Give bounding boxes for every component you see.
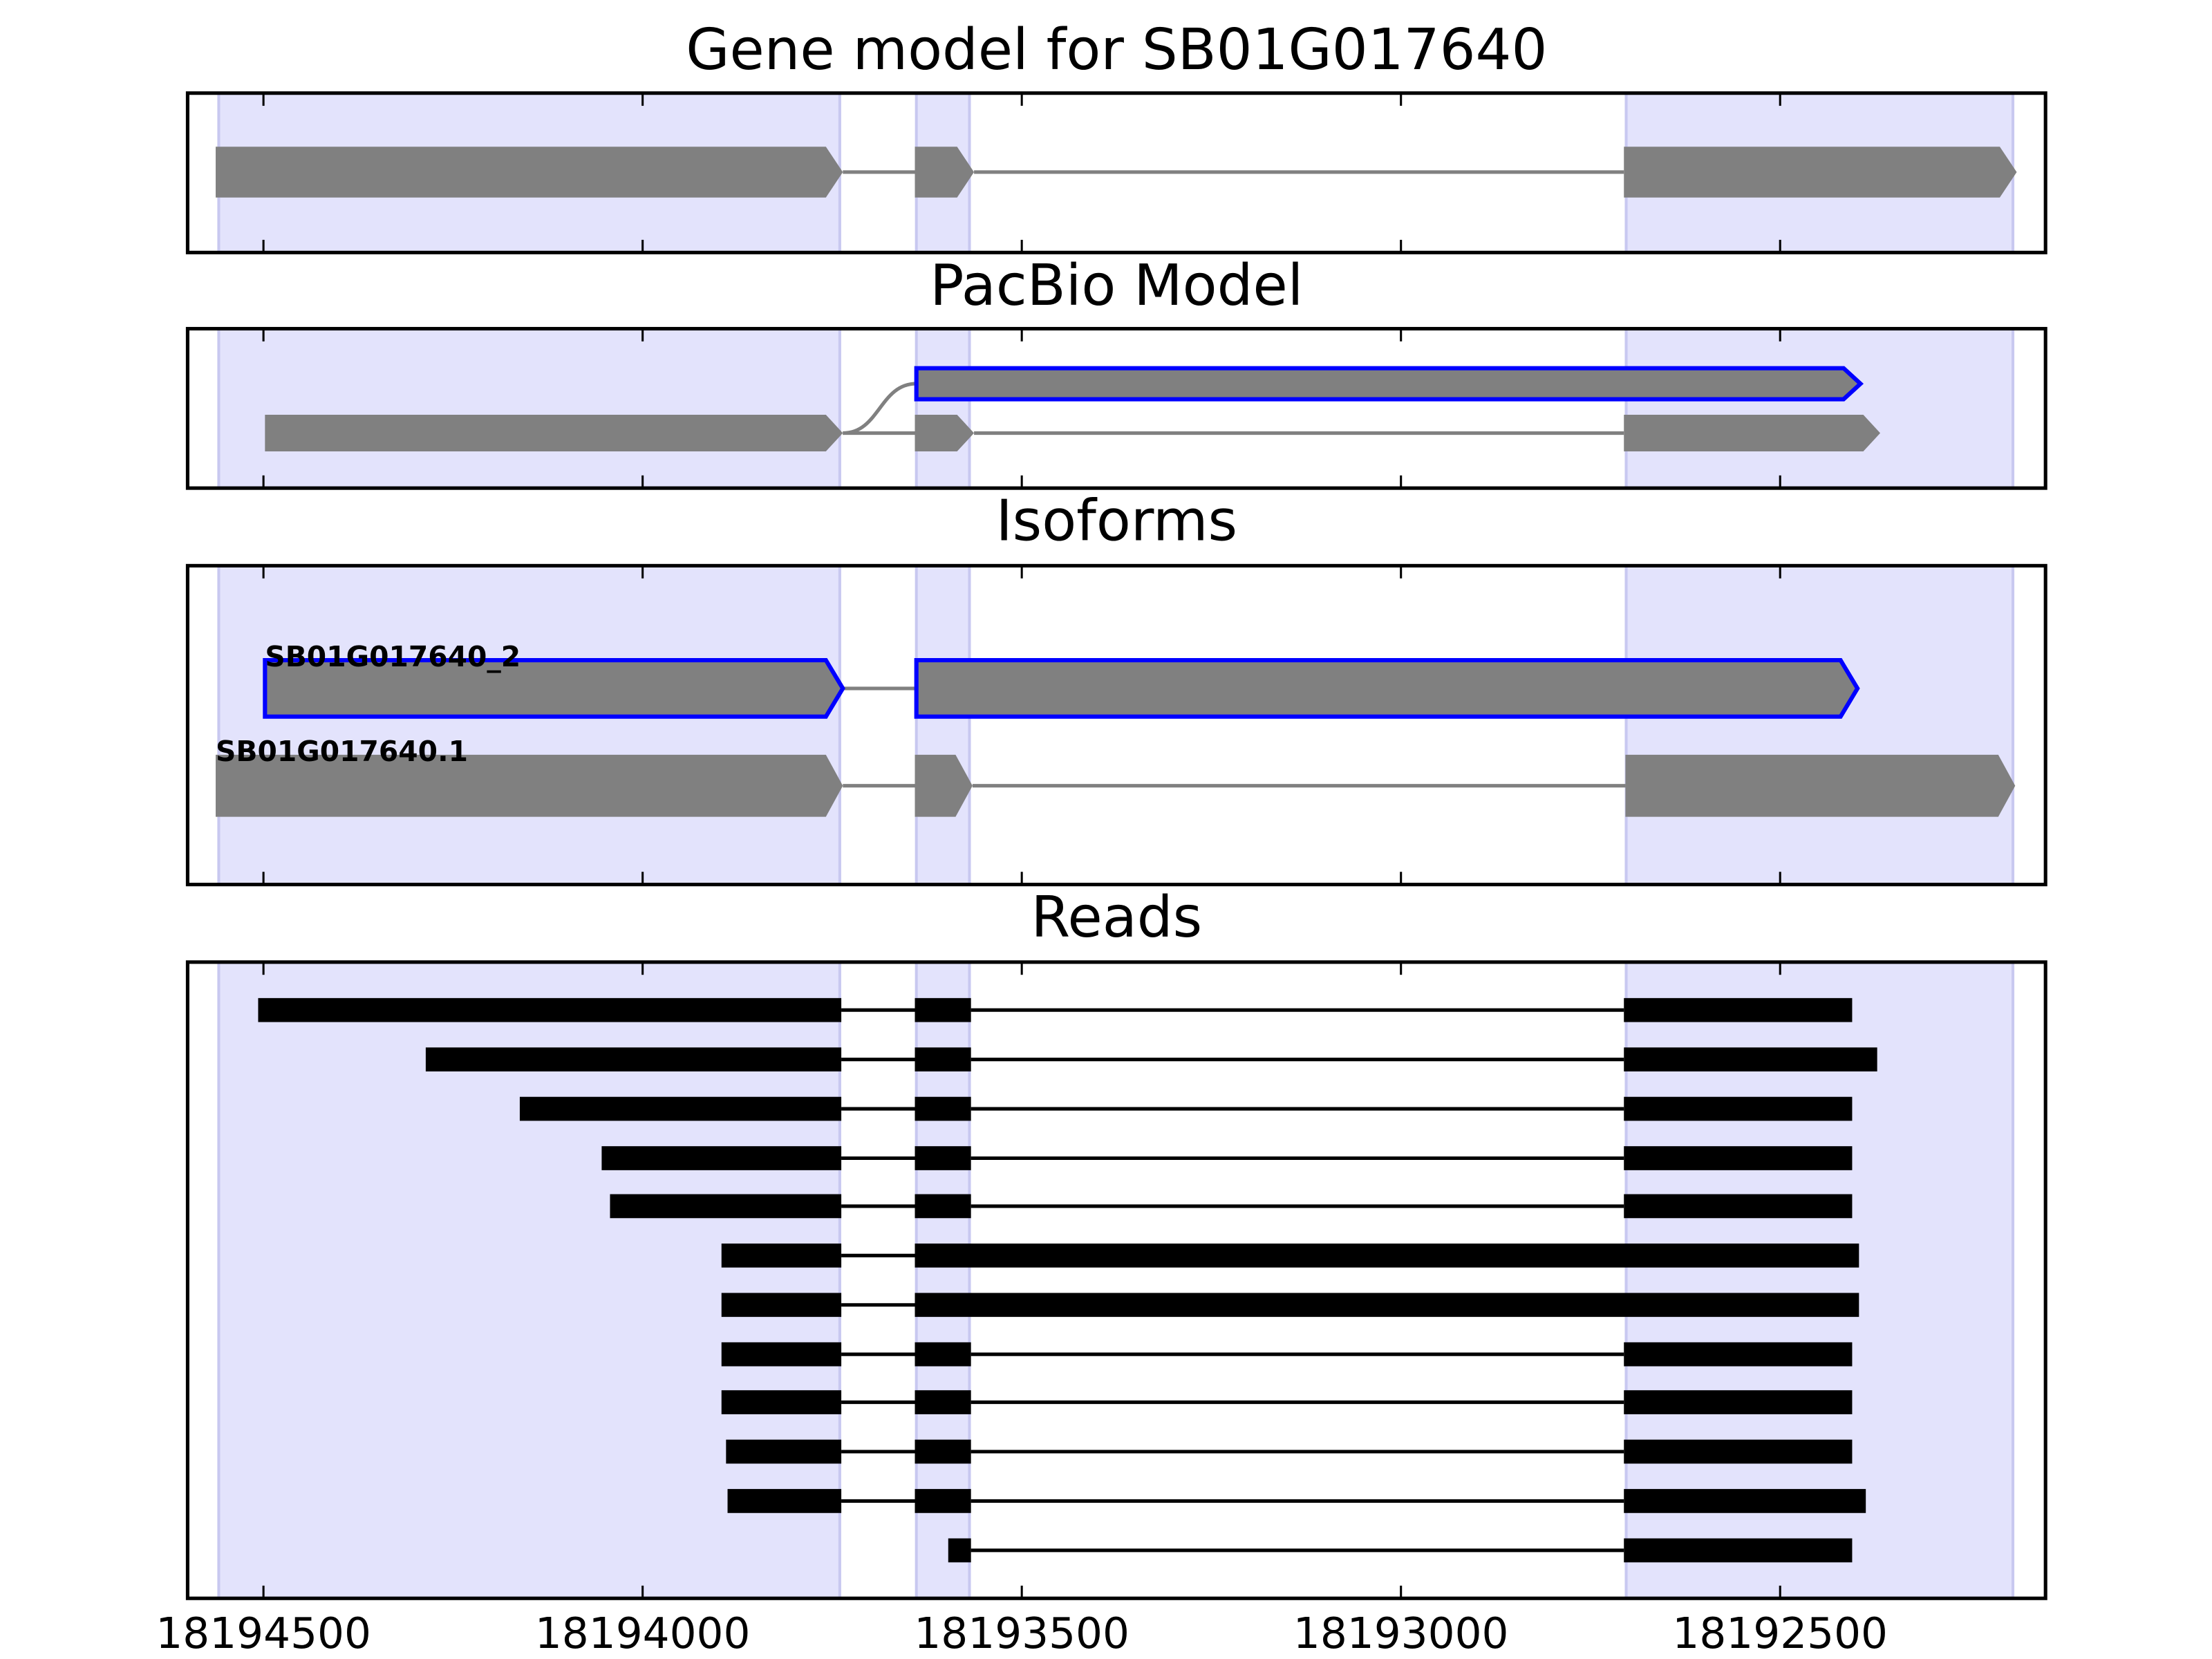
panel-title: Reads [1031,885,1202,950]
read-block [1624,1390,1853,1414]
exon-block [914,658,1860,719]
exon-block [1625,754,2016,817]
junction-curve [843,382,917,435]
read-block [915,1194,971,1219]
read-block [1624,1538,1853,1563]
x-tick-label: 18194500 [156,1609,371,1658]
read-block [915,1146,971,1170]
x-tick-label: 18192500 [1672,1609,1888,1658]
read-block [915,1293,1859,1318]
read-block [1624,1439,1853,1464]
read-block [1624,997,1853,1022]
read-block [1624,1489,1866,1513]
exon-highlight [217,327,841,490]
read-block [948,1538,971,1563]
read-block [915,1390,971,1414]
read-block [726,1439,842,1464]
read-block [425,1047,842,1071]
panel-frame [185,563,2047,887]
isoform-label: SB01G017640.1 [216,735,468,768]
read-block [915,1047,971,1071]
exon-block [216,147,843,198]
read-block [915,1096,971,1121]
x-tick-label: 18193000 [1293,1609,1509,1658]
x-tick-label: 18194000 [535,1609,751,1658]
panel-frame [185,960,2047,1600]
exon-block [914,366,1864,402]
exon-highlight [915,564,971,886]
read-block [915,1342,971,1367]
read-block [601,1146,842,1170]
exon-block [216,754,843,817]
exon-highlight [1624,327,2015,490]
read-block [1624,1047,1877,1071]
exon-block [1624,415,1881,452]
read-block [610,1194,842,1219]
x-tick-label: 18193500 [914,1609,1130,1658]
exon-block [915,754,973,817]
read-block [1624,1146,1853,1170]
read-block [915,1489,971,1513]
read-block [1624,1096,1853,1121]
read-block [721,1342,842,1367]
read-block [519,1096,842,1121]
exon-block [915,147,975,198]
panel-frame [185,91,2047,254]
isoform-label: SB01G017640_2 [265,640,521,673]
read-block [1624,1342,1853,1367]
exon-highlight [915,327,971,490]
panel-title: Gene model for SB01G017640 [686,17,1547,83]
exon-block [915,415,975,452]
exon-highlight [1624,564,2015,886]
read-block [915,1439,971,1464]
read-block [258,997,842,1022]
read-block [727,1489,842,1513]
read-block [915,1243,1859,1268]
panel-frame [185,326,2047,490]
exon-block [1624,147,2017,198]
read-block [721,1243,842,1268]
panel-title: Isoforms [996,489,1237,554]
read-block [721,1390,842,1414]
panel-title: PacBio Model [930,253,1303,319]
read-block [721,1293,842,1318]
exon-highlight [217,564,841,886]
exon-block [263,658,845,719]
read-block [1624,1194,1853,1219]
read-block [915,997,971,1022]
exon-block [265,415,843,452]
